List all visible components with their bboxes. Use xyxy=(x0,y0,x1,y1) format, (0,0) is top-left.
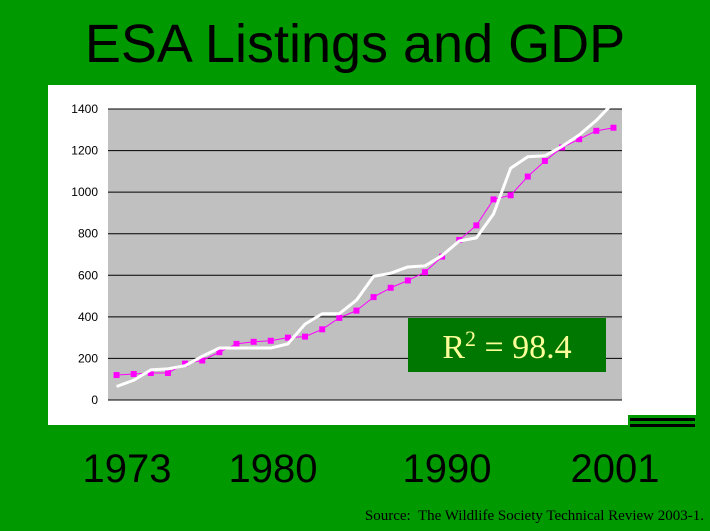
y-tick-label: 400 xyxy=(78,310,98,324)
y-tick-label: 1200 xyxy=(71,144,98,158)
y-tick-label: 1400 xyxy=(71,102,98,116)
annotation-base: R xyxy=(442,329,465,366)
marker xyxy=(541,157,548,164)
side-rule xyxy=(630,424,695,427)
marker xyxy=(353,307,360,314)
y-tick-label: 800 xyxy=(78,227,98,241)
marker xyxy=(130,371,137,378)
marker xyxy=(610,124,617,131)
annotation-sup: 2 xyxy=(465,326,476,351)
x-label: 1990 xyxy=(403,447,492,491)
marker xyxy=(284,334,291,341)
marker xyxy=(250,338,257,345)
x-label: 1973 xyxy=(83,447,172,491)
marker xyxy=(113,372,120,379)
annotation-box xyxy=(408,318,606,372)
marker xyxy=(336,314,343,321)
marker xyxy=(593,127,600,134)
marker xyxy=(319,326,326,333)
marker xyxy=(507,192,514,199)
x-label: 2001 xyxy=(571,447,660,491)
y-tick-label: 600 xyxy=(78,268,98,282)
marker xyxy=(182,360,189,367)
marker xyxy=(421,269,428,276)
annotation: R2 = 98.4 xyxy=(442,326,571,366)
marker xyxy=(164,369,171,376)
marker xyxy=(490,196,497,203)
y-tick-label: 1000 xyxy=(71,185,98,199)
side-rule xyxy=(630,418,695,421)
marker xyxy=(387,284,394,291)
side-panel xyxy=(628,85,696,415)
x-label: 1980 xyxy=(229,447,318,491)
marker xyxy=(216,349,223,356)
marker xyxy=(302,333,309,340)
marker xyxy=(524,173,531,180)
marker xyxy=(233,340,240,347)
marker xyxy=(576,136,583,143)
annotation-rest: = 98.4 xyxy=(476,329,572,366)
chart-title: ESA Listings and GDP xyxy=(85,14,625,74)
marker xyxy=(404,277,411,284)
y-tick-label: 200 xyxy=(78,351,98,365)
series-line xyxy=(116,101,615,388)
marker xyxy=(473,222,480,229)
marker xyxy=(199,357,206,364)
marker xyxy=(147,369,154,376)
y-tick-label: 0 xyxy=(91,393,98,407)
source: Source: The Wildlife Society Technical R… xyxy=(365,508,704,524)
marker xyxy=(267,337,274,344)
marker xyxy=(370,294,377,301)
